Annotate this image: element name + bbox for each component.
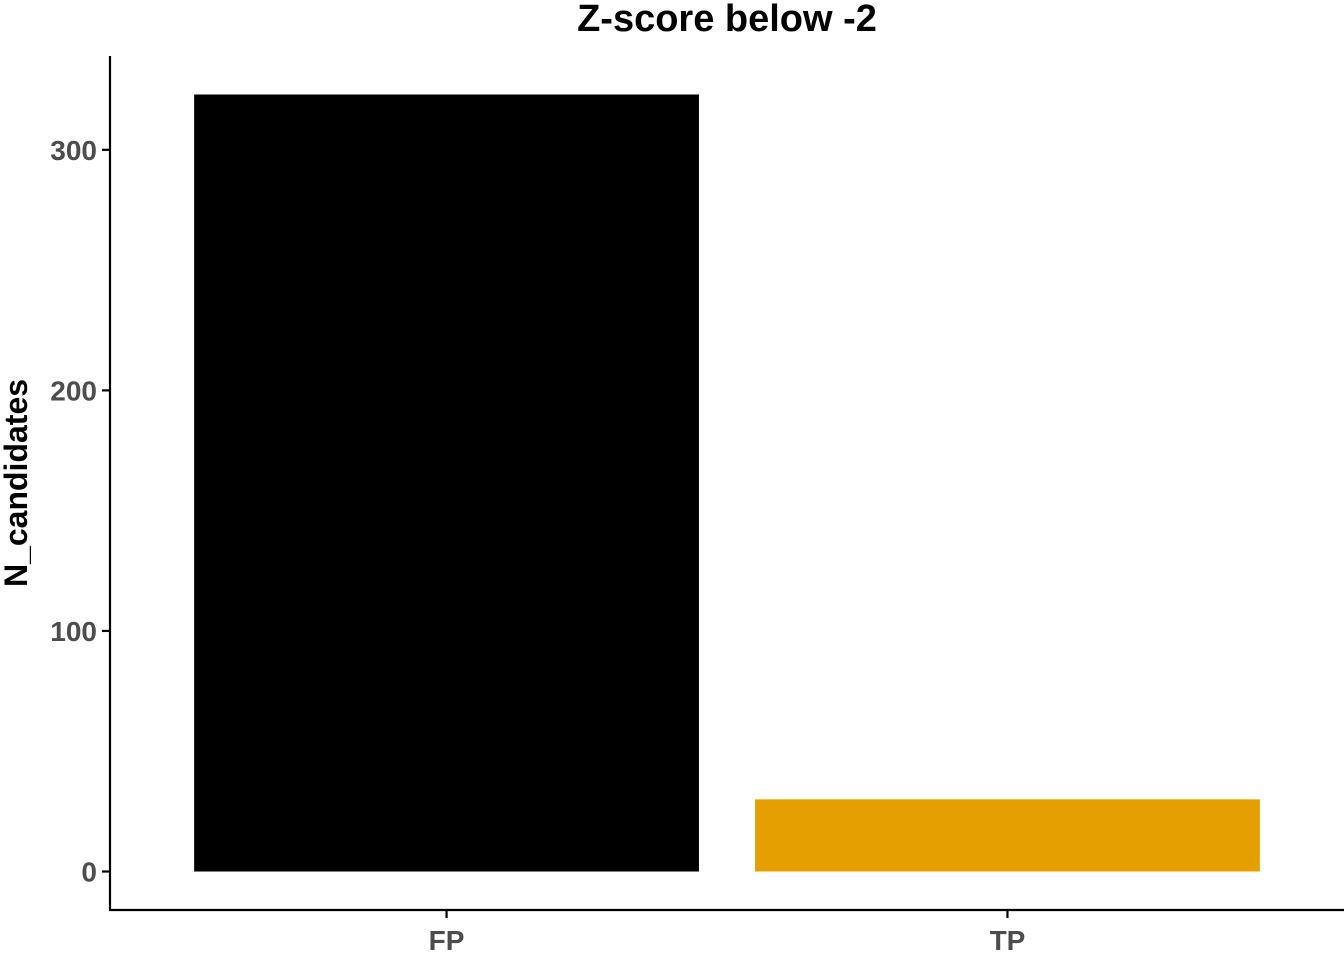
x-tick-label: FP [429, 925, 465, 956]
chart-title: Z-score below -2 [577, 0, 877, 40]
y-tick-label: 100 [50, 616, 97, 647]
y-tick-label: 300 [50, 135, 97, 166]
bar-tp [755, 799, 1260, 872]
y-axis-ticks: 0 100 200 300 [50, 135, 110, 888]
x-axis-ticks: FP TP [429, 910, 1026, 956]
bar-fp [194, 94, 699, 872]
y-tick-label: 200 [50, 375, 97, 406]
x-tick-label: TP [990, 925, 1026, 956]
y-axis-title: N_candidates [0, 379, 34, 587]
bars-layer [194, 94, 1260, 872]
y-tick-label: 0 [81, 857, 97, 888]
